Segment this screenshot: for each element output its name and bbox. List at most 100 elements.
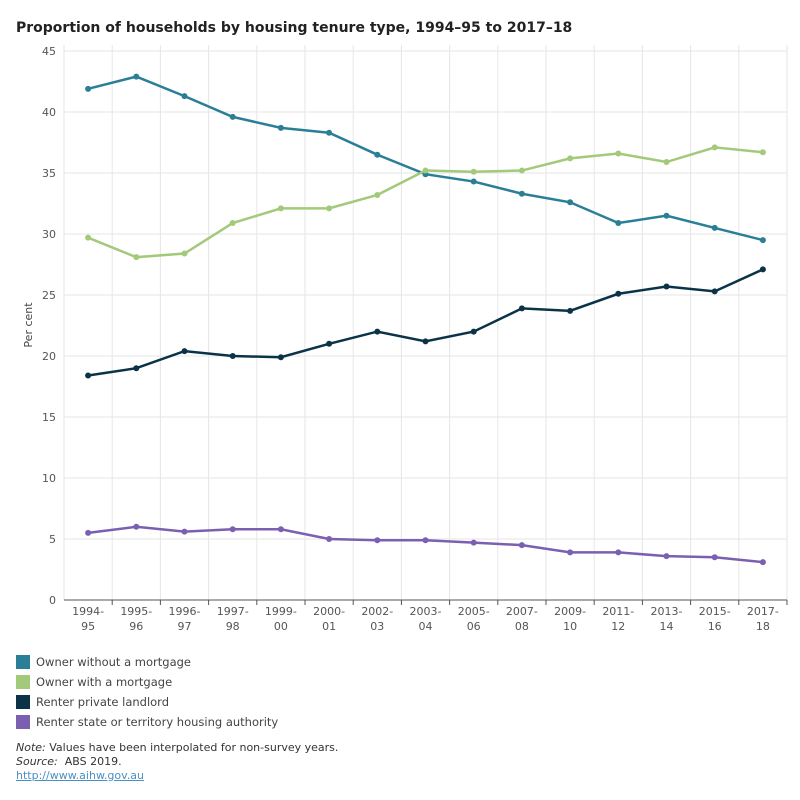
data-point	[277, 124, 284, 131]
data-point	[663, 553, 670, 560]
legend-item-owner-without-mortgage[interactable]: Owner without a mortgage	[16, 652, 278, 672]
x-tick-label: 1994-95	[72, 605, 104, 633]
data-point	[567, 549, 574, 556]
data-point	[470, 328, 477, 335]
y-tick-label: 40	[42, 106, 56, 119]
data-point	[181, 528, 188, 535]
legend-item-renter-private[interactable]: Renter private landlord	[16, 692, 278, 712]
x-tick-label: 1995-96	[120, 605, 152, 633]
x-tick-label: 1996-97	[169, 605, 201, 633]
data-point	[85, 85, 92, 92]
data-point	[374, 537, 381, 544]
x-tick-label: 2002-03	[361, 605, 393, 633]
data-point	[85, 529, 92, 536]
data-point	[711, 144, 718, 151]
legend-item-renter-state[interactable]: Renter state or territory housing author…	[16, 712, 278, 732]
data-point	[326, 129, 333, 136]
legend-label: Renter private landlord	[36, 695, 170, 709]
data-point	[711, 288, 718, 295]
data-point	[518, 305, 525, 312]
source-text: ABS 2019.	[57, 755, 122, 768]
data-point	[567, 155, 574, 162]
y-tick-label: 20	[42, 350, 56, 363]
x-tick-label: 2011-12	[602, 605, 634, 633]
y-tick-label: 45	[42, 45, 56, 58]
data-point	[663, 283, 670, 290]
x-tick-label: 2007-08	[506, 605, 538, 633]
data-point	[422, 338, 429, 345]
data-point	[663, 212, 670, 219]
y-tick-label: 10	[42, 472, 56, 485]
legend-swatch	[16, 655, 30, 669]
x-tick-label: 2009-10	[554, 605, 586, 633]
y-axis-label: Per cent	[22, 302, 35, 348]
data-point	[133, 254, 140, 261]
series-line	[87, 75, 764, 242]
data-point	[663, 159, 670, 166]
y-tick-label: 15	[42, 411, 56, 424]
data-point	[181, 93, 188, 100]
data-point	[615, 150, 622, 157]
data-point	[615, 549, 622, 556]
legend-swatch	[16, 695, 30, 709]
data-point	[711, 224, 718, 231]
series-line	[87, 268, 764, 377]
data-point	[133, 523, 140, 530]
data-point	[470, 178, 477, 185]
data-point	[85, 372, 92, 379]
data-point	[567, 307, 574, 314]
source-label: Source:	[16, 755, 58, 768]
data-point	[326, 205, 333, 212]
x-tick-label: 2005-06	[458, 605, 490, 633]
data-point	[711, 554, 718, 561]
data-point	[229, 353, 236, 359]
y-tick-label: 5	[49, 533, 56, 546]
data-point	[277, 205, 284, 212]
data-point	[759, 266, 766, 273]
aihw-link[interactable]: http://www.aihw.gov.au	[16, 769, 145, 782]
data-point	[374, 151, 381, 158]
data-point	[229, 113, 236, 120]
data-point	[615, 220, 622, 227]
data-point	[229, 526, 236, 533]
y-tick-label: 25	[42, 289, 56, 302]
data-point	[422, 537, 429, 544]
legend-item-owner-with-mortgage[interactable]: Owner with a mortgage	[16, 672, 278, 692]
data-point	[759, 237, 766, 244]
y-tick-label: 0	[49, 594, 56, 607]
series-line	[87, 525, 764, 564]
note-label: Note:	[16, 741, 46, 754]
data-point	[181, 250, 188, 257]
line-chart: 0 5 10 15 20 25 30 35 40 45 1994-95 1995-96 1996-97 1…	[22, 45, 788, 633]
data-point	[518, 167, 525, 174]
data-point	[229, 220, 236, 227]
legend: Owner without a mortgage Owner with a mo…	[16, 652, 278, 732]
data-point	[181, 348, 188, 355]
data-point	[277, 354, 284, 361]
legend-label: Owner without a mortgage	[36, 655, 191, 669]
series-line	[87, 146, 764, 259]
y-tick-label: 30	[42, 228, 56, 241]
data-point	[374, 328, 381, 335]
data-point	[518, 190, 525, 197]
legend-swatch	[16, 715, 30, 729]
data-point	[326, 536, 333, 542]
data-point	[470, 168, 477, 175]
data-point	[759, 559, 766, 566]
data-point	[374, 191, 381, 198]
data-point	[133, 73, 140, 80]
legend-label: Renter state or territory housing author…	[36, 715, 279, 729]
note-text: Values have been interpolated for non-su…	[45, 741, 339, 754]
notes: Note: Values have been interpolated for …	[16, 741, 338, 783]
legend-swatch	[16, 675, 30, 689]
data-point	[326, 340, 333, 347]
x-tick-label: 2017-18	[747, 605, 779, 633]
data-point	[615, 290, 622, 297]
data-point	[470, 539, 477, 546]
y-tick-label: 35	[42, 167, 56, 180]
data-point	[567, 199, 574, 206]
legend-label: Owner with a mortgage	[36, 675, 173, 689]
x-tick-label: 1997-98	[217, 605, 249, 633]
data-point	[85, 234, 92, 241]
x-tick-label: 1999-00	[265, 605, 297, 633]
